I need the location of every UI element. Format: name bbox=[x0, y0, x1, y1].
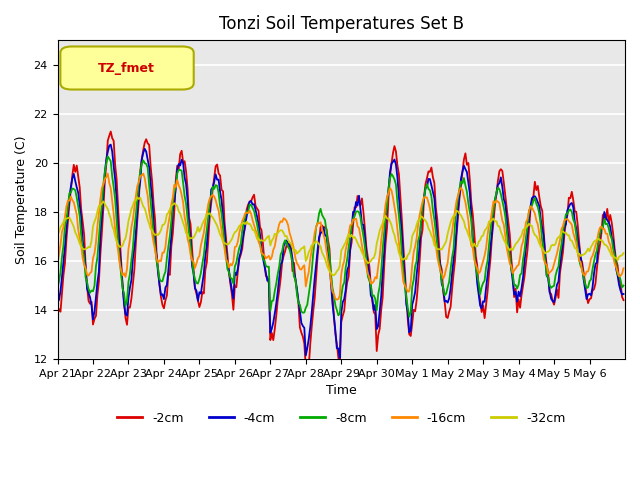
Text: TZ_fmet: TZ_fmet bbox=[99, 61, 155, 75]
-2cm bbox=[620, 297, 627, 303]
-16cm bbox=[91, 251, 99, 256]
Y-axis label: Soil Temperature (C): Soil Temperature (C) bbox=[15, 135, 28, 264]
-32cm bbox=[134, 194, 141, 200]
-32cm bbox=[544, 249, 552, 254]
-32cm bbox=[618, 252, 626, 258]
-16cm bbox=[104, 171, 111, 177]
-4cm bbox=[544, 275, 552, 281]
Line: -8cm: -8cm bbox=[58, 156, 623, 317]
Line: -4cm: -4cm bbox=[58, 144, 623, 358]
-2cm bbox=[107, 129, 115, 134]
-2cm bbox=[348, 240, 355, 245]
-32cm bbox=[348, 232, 355, 238]
-8cm bbox=[405, 314, 413, 320]
-32cm bbox=[620, 250, 627, 256]
-32cm bbox=[91, 219, 99, 225]
-2cm bbox=[91, 316, 99, 322]
-32cm bbox=[330, 273, 338, 278]
-16cm bbox=[544, 271, 552, 276]
-4cm bbox=[91, 309, 99, 314]
FancyBboxPatch shape bbox=[60, 47, 194, 90]
-8cm bbox=[91, 283, 99, 289]
-16cm bbox=[620, 265, 627, 271]
-16cm bbox=[348, 221, 355, 227]
-8cm bbox=[618, 285, 626, 290]
-2cm bbox=[303, 366, 311, 372]
-8cm bbox=[54, 286, 61, 291]
Line: -32cm: -32cm bbox=[58, 197, 623, 276]
-4cm bbox=[54, 300, 61, 305]
-8cm bbox=[544, 274, 552, 280]
-4cm bbox=[620, 291, 627, 297]
-32cm bbox=[460, 218, 468, 224]
-8cm bbox=[104, 154, 111, 159]
-8cm bbox=[620, 283, 627, 288]
-16cm bbox=[54, 261, 61, 266]
-16cm bbox=[333, 297, 340, 302]
Line: -2cm: -2cm bbox=[58, 132, 623, 369]
-2cm bbox=[544, 271, 552, 276]
-8cm bbox=[73, 195, 81, 201]
-8cm bbox=[460, 175, 468, 181]
X-axis label: Time: Time bbox=[326, 384, 356, 397]
-8cm bbox=[346, 234, 354, 240]
-2cm bbox=[73, 163, 81, 168]
-4cm bbox=[460, 163, 468, 168]
-16cm bbox=[460, 194, 468, 200]
-4cm bbox=[73, 184, 81, 190]
-2cm bbox=[460, 156, 468, 162]
-4cm bbox=[618, 291, 626, 297]
-2cm bbox=[618, 294, 626, 300]
-32cm bbox=[54, 231, 61, 237]
Title: Tonzi Soil Temperatures Set B: Tonzi Soil Temperatures Set B bbox=[219, 15, 464, 33]
-4cm bbox=[348, 226, 355, 232]
-4cm bbox=[336, 355, 344, 360]
-16cm bbox=[618, 271, 626, 276]
Line: -16cm: -16cm bbox=[58, 174, 623, 300]
-32cm bbox=[73, 232, 81, 238]
-16cm bbox=[73, 212, 81, 217]
Legend: -2cm, -4cm, -8cm, -16cm, -32cm: -2cm, -4cm, -8cm, -16cm, -32cm bbox=[112, 407, 570, 430]
-4cm bbox=[107, 142, 115, 147]
-2cm bbox=[54, 306, 61, 312]
